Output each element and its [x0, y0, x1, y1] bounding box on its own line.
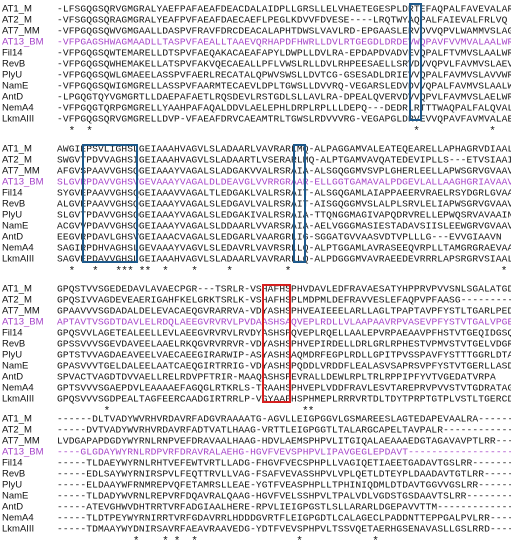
- sequence: -VFPGQGSQWVGMGAALLDASPVFRAVFDRCDEACALAPH…: [57, 26, 511, 37]
- sequence-name: NamE: [2, 361, 28, 372]
- sequence-name: PlyU: [2, 210, 22, 221]
- sequence-name: AT13_BM: [2, 37, 44, 48]
- sequence-name: PlyU: [2, 480, 22, 491]
- sequence-name: PlyU: [2, 70, 22, 81]
- sequence: AFGVSPAAVVGHSQGEIAAAYVAGALSLADGAKVVALRSR…: [57, 166, 511, 177]
- sequence: -VFPGQGSQWHEMAKELLATSPVFAKVQECAEALLPFLVW…: [57, 59, 511, 70]
- sequence-name: AT1_M: [2, 284, 32, 295]
- sequence: -----ATEVGHWVDHTRRTVRFADGIAALHERE-RPVLIE…: [57, 502, 511, 513]
- sequence: GPQSVVLAGETEALEELLEVLAEEGVRVRVLRVDYASHSP…: [57, 328, 511, 339]
- sequence: -VFSGQGSQRAGMGRALYEAFPVFAEAFDAECAEFLPEGL…: [57, 15, 508, 26]
- sequence-name: NamE: [2, 491, 28, 502]
- sequence-name: AT1_M: [2, 4, 32, 15]
- sequence: ----GLGDAYWYRNLRDPVRFDRAVRALAEHG-HGVFVEV…: [57, 447, 511, 458]
- sequence-name: Fil14: [2, 48, 23, 59]
- motif-box: [293, 144, 306, 263]
- sequence: -VFPGQGTQRPGMGRELLYAAHPAFAQALDDVLAELEPHL…: [57, 103, 511, 114]
- sequence-name: PlyU: [2, 350, 22, 361]
- conservation-row: * * * *: [57, 126, 496, 138]
- sequence: -----TDMAAYWYDNIRSAVRFAEAVRAAVEDG-YDTFVE…: [57, 524, 511, 535]
- sequence-name: RevB: [2, 339, 25, 350]
- sequence: SAGIRPDHVAGHSLGEVAAAYVAGVLSLEDAVRLVAVRSR…: [57, 243, 511, 254]
- sequence: ACGVVPDAVVGHSQGEIAAAYVAGALSLDDAARLVVARSR…: [57, 221, 511, 232]
- sequence-name: AT7_MM: [2, 436, 40, 447]
- sequence: APTAVTVSGDTDAVLELRDQLAEEGVRVRVLPVDAASHSA…: [57, 317, 511, 328]
- sequence-name: NemA4: [2, 103, 34, 114]
- sequence-name: AT7_MM: [2, 26, 40, 37]
- sequence: -----ELDAAYWFRNMREPVQFETAMRSLLEAE-YGTFVE…: [57, 480, 511, 491]
- sequence-name: LkmAIII: [2, 114, 34, 125]
- sequence: -----TLDAEYWYRNLRHTVEFEWTVRTLLADG-FHGVFV…: [57, 458, 511, 469]
- motif-box: [262, 284, 291, 403]
- sequence-name: AT2_M: [2, 295, 32, 306]
- sequence: -LFSGQGSQRVGMGRALYAEFPAFAEAFDEACDALAIDPL…: [57, 4, 511, 15]
- sequence-name: Fil14: [2, 458, 23, 469]
- sequence: SPVACTVAGDTDVVAELLRELRDVPFTRIR-MAAQASHSP…: [57, 372, 496, 383]
- sequence-name: LkmAIII: [2, 524, 34, 535]
- sequence-name: AT13_BM: [2, 447, 44, 458]
- sequence: LVDGAPAPDGDYWYRNLRNPVEFDRAVAALHAAG-HDVLA…: [57, 436, 511, 447]
- sequence-name: NemA4: [2, 243, 34, 254]
- sequence-name: LkmAIII: [2, 394, 34, 405]
- conservation-row: * * *** ** * * * * *: [57, 266, 507, 278]
- motif-box: [409, 3, 422, 121]
- conservation-row: * **: [57, 406, 314, 418]
- sequence: GPQSIVVAGDEVEAERIGAHFKELGRKTSRLK-VSHAFHS…: [57, 295, 511, 306]
- conservation-row: * * * * * *: [57, 536, 379, 548]
- alignment: AT1_M -LFSGQGSQRVGMGRALYAEFPAFAEAFDEACDAL…: [2, 4, 511, 548]
- sequence-name: AT1_M: [2, 414, 32, 425]
- sequence: ------DLTVADYWVRHVRDAVRFADGVRAAAATG-AGVL…: [57, 414, 511, 425]
- sequence: -VFPGQGSQRVGMGRELLDVP-VFAEAFDRVCAEAMTRLT…: [57, 114, 511, 125]
- sequence-name: AT7_MM: [2, 166, 40, 177]
- sequence: -LPGQGTQYVGMGRTLLDAEPAFAETLRQSDEVLRSTGDL…: [57, 92, 511, 103]
- sequence-name: NemA4: [2, 383, 34, 394]
- sequence: GPASVVVTGELDALEELAATCAEQGIRTRRIG-VDYASHS…: [57, 361, 511, 372]
- sequence: -----TLDADYWVRNLREPVRFDQAVRALQAAG-HGVFVE…: [57, 491, 511, 502]
- sequence-name: Fil14: [2, 328, 23, 339]
- sequence: -----EDLSAYWYRNIRSPVLFEQTTRVLLVAG-FSAFVE…: [57, 469, 511, 480]
- sequence: GPTSVVVSGAEPDVLEAAAAEFAGQGLRTKRLS-TRAAHS…: [57, 383, 511, 394]
- sequence-name: AT2_M: [2, 425, 32, 436]
- sequence-name: NamE: [2, 81, 28, 92]
- sequence-name: AT1_M: [2, 144, 32, 155]
- sequence-name: AT13_BM: [2, 317, 44, 328]
- sequence-name: AntD: [2, 232, 23, 243]
- sequence-name: LkmAIII: [2, 254, 34, 265]
- sequence: ALGVEPAAVVGHSQGEIAAAYVAGALSLEDGAVLVALRSR…: [57, 199, 511, 210]
- sequence: GPSSVVVSGEVDAVEELAAELRKQGVRVRRVR-VDYASHS…: [57, 339, 511, 350]
- sequence: -VFPGQGSQWTEMARELLDTSPVFAEQAKACAEAFAPYLD…: [57, 48, 511, 59]
- sequence: GPAAVVVSGDADALDELEVACAEQGVRARRVA-VDYASHS…: [57, 306, 511, 317]
- sequence: SYGVEPAAVVGHSQGEIAAAVVAGALTLEDGAKLVALRSR…: [57, 188, 511, 199]
- sequence-name: AT7_MM: [2, 306, 40, 317]
- sequence: SAGVEPDAVVGHSLGEIAAAHVAGVLSLADAARLVAVRAR…: [57, 254, 511, 265]
- sequence-name: RevB: [2, 199, 25, 210]
- motif-box: [82, 144, 138, 263]
- sequence-name: NemA4: [2, 513, 34, 524]
- sequence-name: AT2_M: [2, 15, 32, 26]
- sequence-name: RevB: [2, 469, 25, 480]
- sequence-name: AntD: [2, 372, 23, 383]
- sequence-name: AntD: [2, 92, 23, 103]
- sequence: GPQSVVVSGDPEALTAGFEERCAADGIRTRRLP-VGYAAF…: [57, 394, 511, 405]
- sequence: SLGVRPDAVVGHSVGEVAAAYVAGALDLDEAVGLVVRRGR…: [57, 177, 511, 188]
- sequence: EEGVRPDAVLGHSVGEIAAACVAGALSLEDGARLVAARGR…: [57, 232, 502, 243]
- sequence: GPQSTVVSGEDEDAVLAVAECPGR---TSRLR-VSHAFHS…: [57, 284, 511, 295]
- sequence: -VFPGQGSQWLGMAEELASSPVFAERLRECATALQPWVSW…: [57, 70, 511, 81]
- sequence: SWGVTPDVVAGHSIGEIAAAHVAGVLSLADAARTLVSERA…: [57, 155, 511, 166]
- sequence-name: AT13_BM: [2, 177, 44, 188]
- sequence: GPTSTVVAGDAEAVEELVAECAEEGIRARWIP-ASYASHS…: [57, 350, 511, 361]
- sequence-name: Fil14: [2, 188, 23, 199]
- sequence: -VFPGAGSHWAGMAADLLTASPVFAEALLTAAEVQRHAPD…: [57, 37, 511, 48]
- sequence-name: NamE: [2, 221, 28, 232]
- sequence: AWGIEPSVLIGHSLGEIAAAHVAGVLSLADAARLVAVRAR…: [57, 144, 511, 155]
- sequence-name: AntD: [2, 502, 23, 513]
- sequence-name: AT2_M: [2, 155, 32, 166]
- sequence: -VFPGQGSQWIGMGRELLASSPVFAARMTECAEVLDPLTG…: [57, 81, 511, 92]
- sequence: -----TLDTPEYWYRNIRRTVRFGDAVRRLHDDDGVRTFL…: [57, 513, 511, 524]
- sequence: SLGVTPDAVVGHSQGEIAAAYVAGALSLEDGAKIVALRSR…: [57, 210, 511, 221]
- sequence: -----DVTVADYWVRHVRDAVRFADTVATLHAAG-VRTTL…: [57, 425, 511, 436]
- sequence-name: RevB: [2, 59, 25, 70]
